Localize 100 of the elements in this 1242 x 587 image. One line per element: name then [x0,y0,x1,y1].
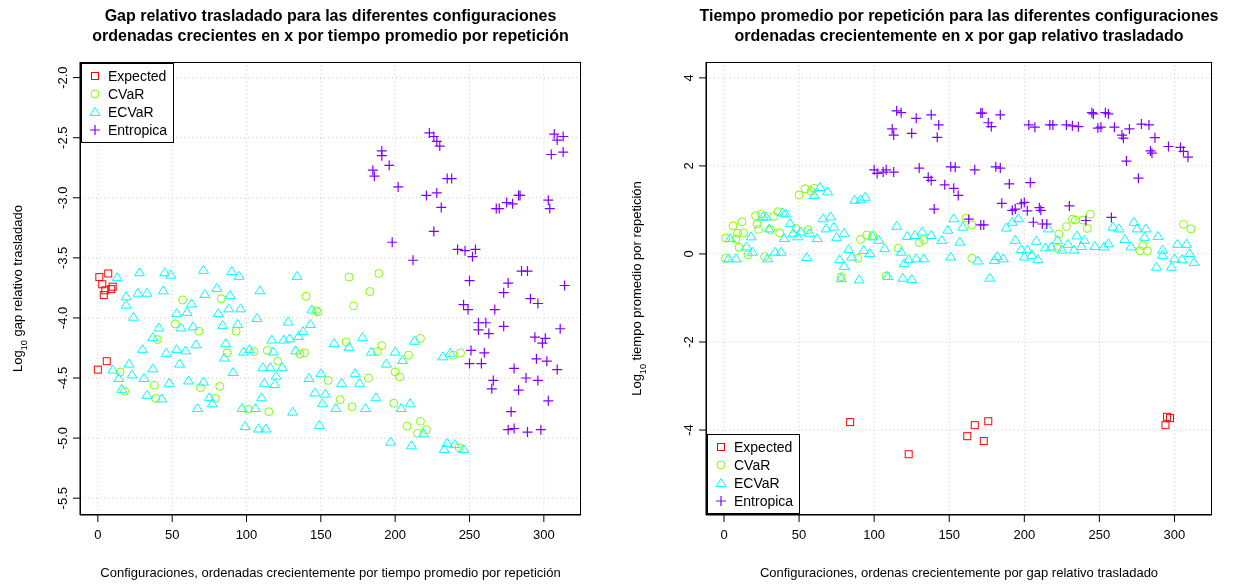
y-tick-label: -5.0 [55,426,70,450]
point [341,337,351,347]
point [415,333,425,343]
point [1178,219,1188,229]
point [754,224,764,234]
point [856,234,866,244]
point [335,395,345,405]
x-tick-label: 100 [235,527,258,543]
chart-title: Tiempo promedio por repetición para las diferentes configuraciones ordenadas crecientemente en x por gap relativo trasladado [698,6,1220,46]
point [984,417,993,426]
point [1165,414,1174,423]
point [262,345,272,355]
x-tick-label: 200 [1013,527,1036,543]
x-tick-label: 150 [309,527,332,543]
point [1082,223,1092,233]
point [377,341,387,351]
point [120,386,130,396]
point [967,220,977,230]
legend-label: ECVaR [734,474,780,492]
point [752,219,762,229]
point [1135,246,1145,256]
y-tick-label: 0 [681,250,696,258]
point [222,348,232,358]
point [349,301,359,311]
point [1161,421,1170,430]
x-axis-title: Configuraciones, ordenas crecientemente por gap relativo trasladado [758,565,1160,580]
point [249,347,259,357]
point [108,282,117,291]
point [273,356,283,366]
point [846,418,855,427]
point [751,211,761,221]
point [415,416,425,426]
x-tick-label: 200 [384,527,407,543]
point [363,373,373,383]
point [893,243,903,253]
point [448,350,458,360]
point [862,230,872,240]
point [733,228,743,238]
legend-label: Entropica [108,121,168,139]
x-tick-label: 50 [164,527,180,543]
point [728,221,738,231]
point [1052,243,1062,253]
point [800,184,810,194]
point [1061,222,1071,232]
point [775,228,785,238]
chart-title: Gap relativo trasladado para las diferentes configuraciones ordenadas crecientes en x por tiempo promedio por repetición [91,6,570,46]
point [734,242,744,252]
point [743,250,753,260]
y-tick-label: -2 [681,336,696,348]
x-tick-label: 100 [863,527,886,543]
point [365,287,375,296]
point [760,252,770,262]
point [390,367,400,377]
point [412,428,422,438]
point [194,326,204,336]
point [210,393,220,403]
x-tick-label: 250 [1088,527,1111,543]
point [151,393,161,403]
point [721,233,731,243]
point [961,213,971,223]
point [919,235,929,245]
point [215,381,225,391]
point [216,294,226,304]
point [1085,209,1095,219]
point [454,443,464,453]
point [102,357,111,366]
point [93,365,102,374]
point [731,234,741,244]
point [107,285,116,294]
x-tick-label: 250 [458,527,481,543]
point [791,223,801,233]
point [1054,229,1064,239]
point [967,253,977,263]
point [1142,246,1152,256]
x-tick-label: 0 [94,527,102,543]
x-tick-label: 150 [938,527,961,543]
y-tick-label: -4.0 [55,306,70,330]
point [404,350,414,360]
x-axis-title: Configuraciones, ordenadas crecientemente por tiempo promedio por repetición [99,565,562,580]
legend-label: Expected [108,67,167,85]
y-tick-label: -3.5 [55,246,70,270]
point [395,372,405,382]
y-tick-label: -2.5 [55,126,70,149]
point [963,432,972,441]
point [231,326,241,336]
point [178,295,188,305]
point [170,319,180,329]
x-tick-label: 300 [1163,527,1186,543]
x-tick-label: 50 [791,527,807,543]
point [737,217,747,227]
point [421,425,431,435]
point [98,280,107,289]
point [104,269,113,278]
y-tick-label: -4 [681,424,696,436]
point [456,348,466,358]
point [372,347,382,357]
point [374,268,384,278]
point [264,407,274,417]
y-tick-label: -2.0 [55,66,70,89]
point [301,291,311,301]
